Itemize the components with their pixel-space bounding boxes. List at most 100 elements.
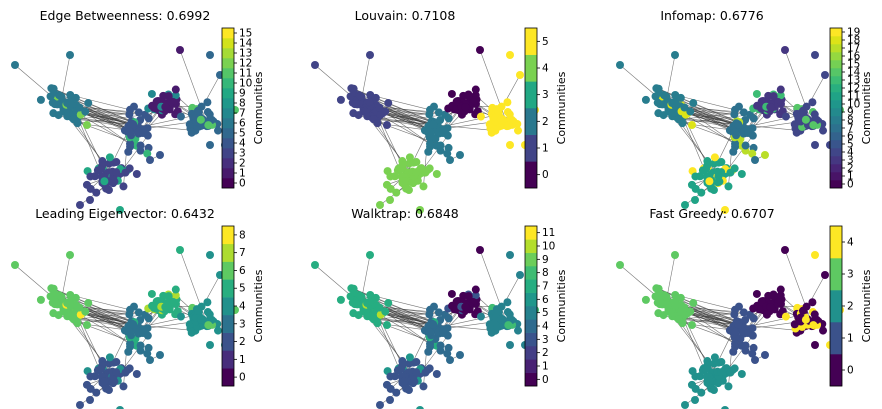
colorbar-tick-label: 7 [239, 108, 246, 120]
colorbar-segment [222, 178, 234, 189]
network-node [739, 308, 748, 317]
network-node [214, 126, 223, 135]
network-node [748, 349, 757, 358]
network-node [371, 293, 380, 302]
colorbar-tick-label: 1 [847, 333, 854, 345]
colorbar-tick-label: 6 [847, 131, 854, 143]
network-node [506, 341, 514, 349]
colorbar-tick-label: 2 [542, 116, 549, 128]
network-node [659, 311, 668, 320]
network-node [769, 92, 778, 101]
network-node [447, 289, 456, 298]
network-node [821, 271, 829, 279]
network-node [419, 182, 428, 191]
colorbar-tick-label: 14 [847, 67, 861, 79]
colorbar-tick-label: 1 [847, 171, 854, 183]
network-node [476, 312, 485, 321]
network-node [400, 377, 409, 386]
network-node [86, 172, 95, 181]
colorbar-segment [222, 261, 234, 280]
network-node [366, 51, 374, 59]
network-node [104, 186, 113, 195]
colorbar-tick-label: 5 [847, 139, 854, 151]
network-node [801, 115, 810, 124]
network-node [661, 92, 670, 101]
network-node [730, 310, 739, 319]
colorbar-segment [830, 52, 842, 61]
network-node [471, 91, 480, 100]
network-node [412, 368, 421, 377]
panel-title: Leading Eigenvector: 0.6432 [35, 206, 215, 221]
colorbar-segment [830, 28, 842, 37]
network-node [129, 102, 138, 111]
colorbar-segment [525, 54, 537, 82]
colorbar-segment [525, 161, 537, 189]
network-node [493, 306, 502, 315]
network-node [205, 110, 214, 119]
network-node [671, 51, 679, 59]
network-node [376, 401, 384, 409]
network-node [689, 299, 698, 308]
network-node [744, 329, 753, 338]
network-node [514, 326, 523, 335]
network-node [129, 320, 138, 329]
network-node [356, 92, 365, 101]
network-node [436, 341, 445, 350]
network-node [86, 196, 94, 204]
network-node [681, 401, 689, 409]
network-node [432, 370, 441, 379]
network-node [105, 353, 114, 362]
network-node [164, 292, 173, 301]
network-node [92, 388, 101, 397]
network-node [689, 99, 698, 108]
colorbar-tick-label: 0 [542, 169, 549, 181]
network-node [419, 382, 428, 391]
colorbar-segment [830, 108, 842, 117]
network-node [461, 302, 470, 311]
colorbar-tick-label: 9 [847, 107, 854, 119]
network-node [105, 153, 114, 162]
network-node [386, 172, 395, 181]
network-node [416, 206, 424, 214]
network-node [121, 168, 130, 177]
colorbar-tick-label: 2 [239, 158, 246, 170]
colorbar-tick-label: 0 [239, 372, 246, 384]
network-node [136, 141, 145, 150]
colorbar-segment [830, 226, 842, 259]
network-node [129, 302, 138, 311]
network-node [641, 95, 650, 104]
colorbar-segment [830, 322, 842, 355]
colorbar-segment [222, 118, 234, 129]
colorbar-tick-label: 12 [239, 58, 252, 70]
network-node [691, 372, 700, 381]
network-node [729, 147, 738, 156]
network-node [721, 206, 729, 214]
network-nodes [616, 246, 844, 409]
network-node [311, 261, 319, 269]
colorbar-segment [525, 239, 537, 253]
colorbar-tick-label: 3 [847, 269, 854, 281]
network-node [350, 300, 359, 309]
network-node [781, 312, 790, 321]
network-node [65, 98, 74, 107]
network-node [503, 298, 512, 307]
network-node [514, 126, 523, 135]
network-node [471, 85, 480, 94]
colorbar-segment [525, 292, 537, 307]
network-node [741, 141, 750, 150]
colorbar-segment [222, 350, 234, 369]
network-node [734, 120, 743, 129]
network-nodes [311, 246, 539, 409]
network-node [147, 289, 156, 298]
network-node [146, 156, 154, 164]
network-node [161, 102, 170, 111]
colorbar-tick-label: 3 [542, 334, 549, 346]
colorbar-segment [830, 44, 842, 53]
network-node [86, 372, 95, 381]
network-node [776, 85, 785, 94]
colorbar-tick-label: 6 [239, 265, 246, 277]
network-node [485, 120, 494, 129]
network-node [776, 291, 785, 300]
colorbar-segment [830, 148, 842, 157]
